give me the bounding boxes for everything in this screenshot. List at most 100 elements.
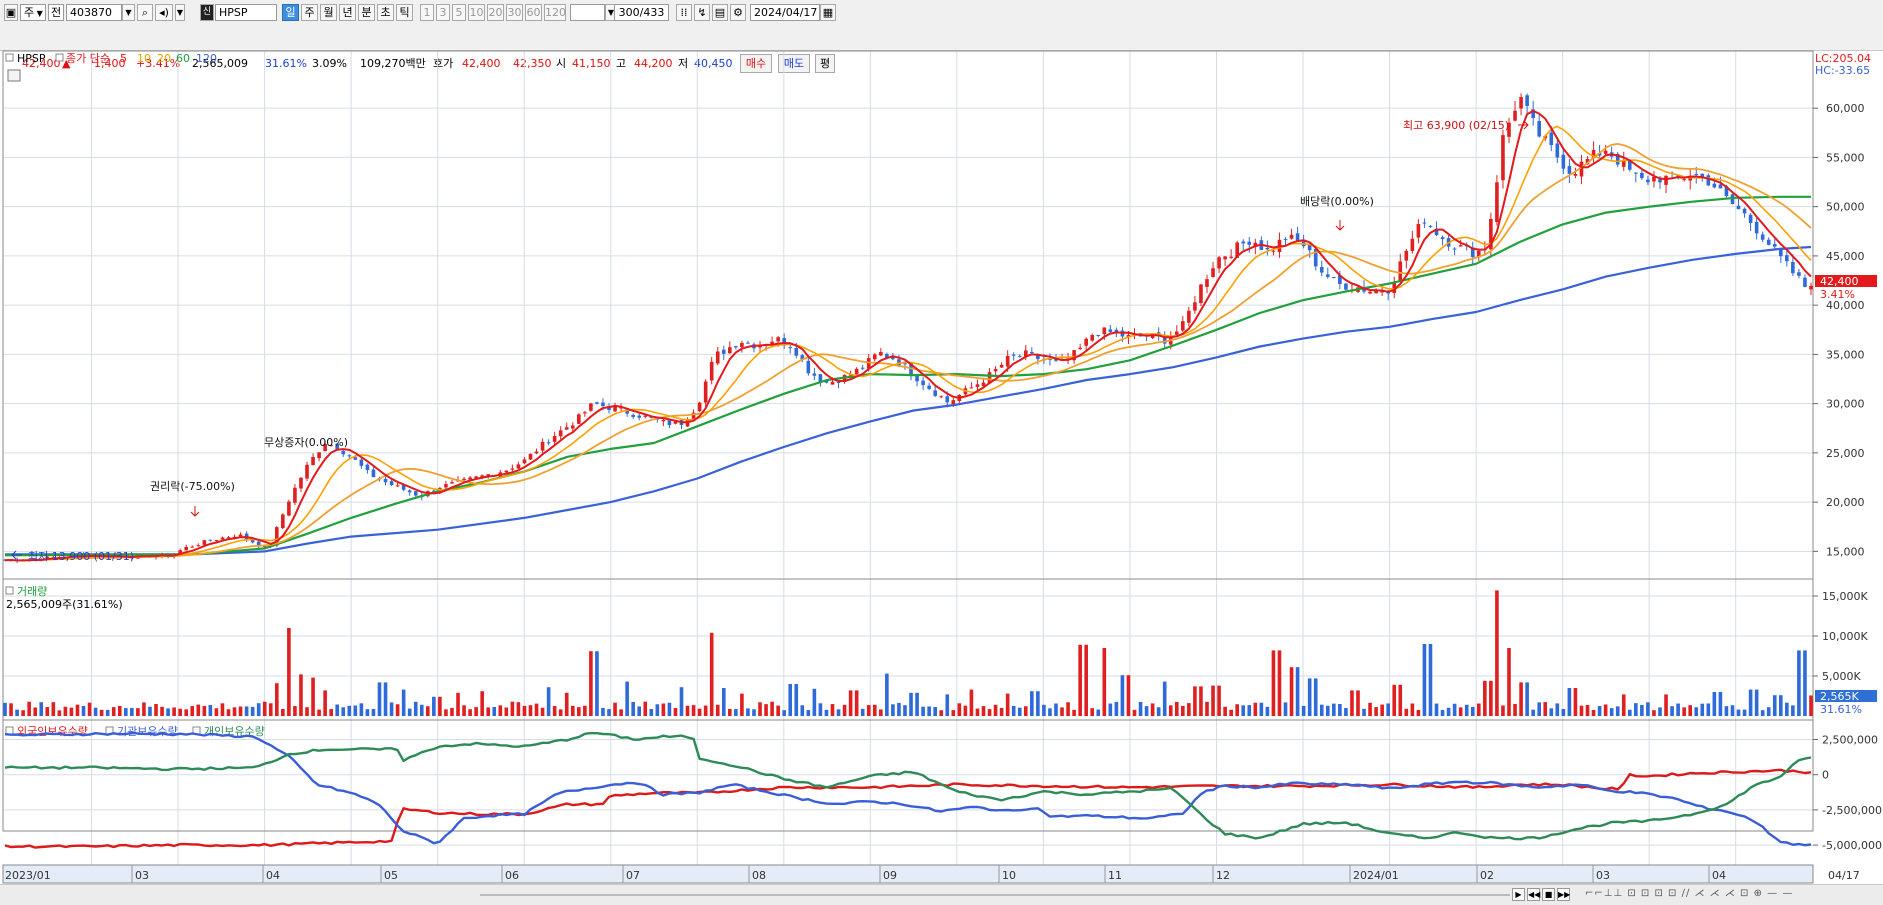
volume-bar (1313, 678, 1318, 716)
candle-body (1416, 223, 1421, 238)
volume-bar (842, 704, 847, 716)
buy-button[interactable]: 매수 (740, 54, 772, 73)
trend-icon[interactable]: ↯ (694, 4, 710, 21)
volume-bar (1235, 704, 1239, 716)
candle-body (534, 451, 539, 454)
drawing-tools-icon[interactable]: ⌐⌐⊥⊥ ⊡ ⊡ ⊡ ⊡ ∕∕ ⋌ ⋌ ⋌ ⊡ ⊕ — — (1585, 888, 1794, 899)
holdings-box-icon[interactable] (5, 726, 14, 735)
volume-bar (1712, 692, 1717, 716)
period-tab-2[interactable]: 월 (320, 4, 337, 21)
minute-tab-20[interactable]: 20 (487, 4, 504, 21)
market-select[interactable]: 주 ▼ (20, 4, 46, 21)
change-arrow-icon: ▲ (62, 57, 71, 70)
stock-code-input[interactable]: 403870 (66, 4, 122, 21)
minute-tab-120[interactable]: 120 (544, 4, 566, 21)
volume-bar (105, 709, 110, 716)
status-bar: ▶ ◀◀ ■ ▶▶ ⌐⌐⊥⊥ ⊡ ⊡ ⊡ ⊡ ∕∕ ⋌ ⋌ ⋌ ⊡ ⊕ — — (0, 884, 1883, 905)
custom-period-input[interactable] (570, 4, 605, 21)
candle-body (721, 349, 726, 354)
volume-bar (401, 689, 406, 716)
low-label: 저 (678, 57, 689, 70)
save-icon[interactable]: ▤ (712, 4, 728, 21)
volume-bar (1362, 708, 1366, 716)
date-input[interactable]: 2024/04/17 (750, 4, 820, 21)
search-icon[interactable]: ⌕ (137, 4, 153, 21)
period-tab-0[interactable]: 일 (282, 4, 299, 21)
volume-bar (1670, 706, 1674, 716)
price-y-axis: 15,000 20,000 25,000 30,000 35,000 40,000 45,0… (1813, 102, 1865, 558)
minute-tab-5[interactable]: 5 (452, 4, 466, 21)
last-price-label: 42,400 (1820, 275, 1859, 288)
volume-bar (758, 702, 762, 716)
volume-bar (776, 705, 780, 716)
sell-button[interactable]: 매도 (778, 54, 810, 73)
volume-bar (462, 705, 466, 716)
fast-forward-icon[interactable]: ▶▶ (1557, 888, 1571, 901)
legend-box-icon[interactable] (5, 53, 14, 62)
volume-bar (1048, 708, 1052, 716)
candle-body (1374, 290, 1378, 294)
volume-bar (1090, 708, 1095, 716)
volume-bar (1525, 682, 1529, 716)
rewind-icon[interactable]: ◀◀ (1527, 888, 1541, 901)
candle-body (1694, 174, 1699, 176)
candle-body (1313, 248, 1318, 267)
scroll-track[interactable] (480, 894, 1510, 896)
holdings-tick-label: -5,000,000 (1822, 839, 1882, 852)
minute-tab-10[interactable]: 10 (468, 4, 485, 21)
candle-body (1664, 175, 1668, 185)
volume-bar (504, 707, 509, 716)
minute-tab-60[interactable]: 60 (525, 4, 542, 21)
candle-body (1338, 275, 1342, 285)
period-tab-5[interactable]: 초 (377, 4, 394, 21)
volume-bar (311, 677, 315, 716)
volume-bar (800, 705, 805, 716)
gear-icon[interactable]: ⚙ (730, 4, 746, 21)
rights-annotation: 권리락(-75.00%) (150, 480, 235, 493)
ma60-line (4, 195, 1811, 557)
minute-tab-30[interactable]: 30 (506, 4, 523, 21)
grid-toggle-icon[interactable] (7, 69, 21, 82)
sound-dropdown-icon[interactable]: ▼ (175, 4, 185, 21)
volume-bar (142, 702, 146, 716)
candle-body (758, 345, 762, 348)
volume-bar (661, 703, 666, 716)
speaker-icon[interactable]: ◂) (155, 4, 173, 21)
volume-bar (1271, 650, 1276, 716)
stop-icon[interactable]: ■ (1542, 888, 1555, 901)
minute-tab-3[interactable]: 3 (436, 4, 450, 21)
candle-body (999, 364, 1004, 368)
volume-bar (1428, 644, 1433, 716)
volume-bar (317, 709, 321, 716)
volume-bar (788, 684, 793, 716)
volume-bar (262, 701, 267, 716)
count-display[interactable]: 300/433 (614, 4, 669, 21)
type-button[interactable]: 전 (48, 4, 64, 21)
candle-body (389, 481, 394, 486)
volume-bar (1120, 675, 1125, 716)
stock-name-value: HPSP (219, 6, 248, 19)
scroll-left-icon[interactable]: ▶ (1512, 888, 1525, 901)
period-tab-3[interactable]: 년 (339, 4, 356, 21)
calendar-icon[interactable]: ▦ (820, 4, 836, 21)
volume-bar (468, 709, 472, 716)
volume-bar (885, 673, 889, 716)
dots-icon[interactable]: ⁞⁞ (676, 4, 692, 21)
volume-bar (1259, 702, 1264, 716)
stock-name-field[interactable]: HPSP (215, 4, 277, 21)
volume-bar (1591, 709, 1596, 716)
period-tab-6[interactable]: 틱 (396, 4, 413, 21)
eval-button[interactable]: 평 (815, 54, 835, 73)
minute-tab-1[interactable]: 1 (420, 4, 434, 21)
chart-menu-icon[interactable]: ▣ (4, 4, 18, 21)
quote-bar: 42,400 ▲ 1,400 +3.41% 2,565,009 31.61% 3… (0, 26, 1883, 73)
legend-ma-box-icon[interactable] (55, 53, 64, 62)
volume-box-icon[interactable] (5, 586, 14, 595)
candle-body (1640, 172, 1644, 179)
volume-bar (1319, 704, 1324, 716)
period-tab-1[interactable]: 주 (301, 4, 318, 21)
volume-bar (27, 701, 31, 716)
period-tab-4[interactable]: 분 (358, 4, 375, 21)
volume-bar (444, 709, 448, 716)
code-dropdown-icon[interactable]: ▼ (122, 4, 135, 21)
